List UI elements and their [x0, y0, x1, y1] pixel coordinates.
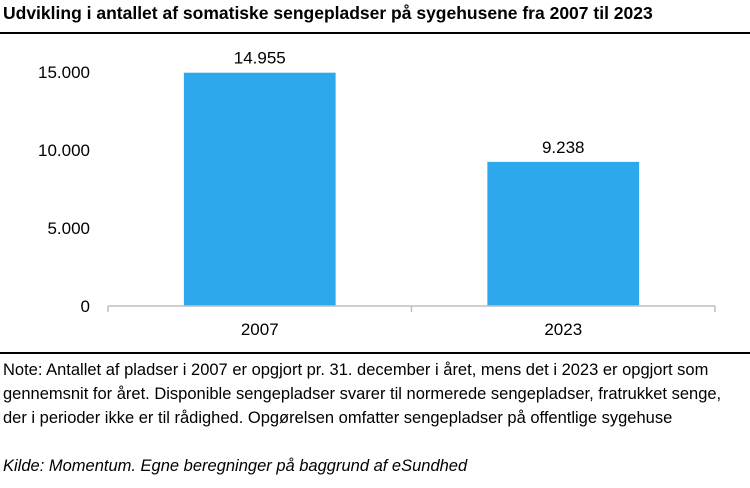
x-tick-label: 2007 — [241, 320, 279, 339]
y-tick-label: 5.000 — [47, 219, 90, 238]
y-tick-label: 15.000 — [38, 63, 90, 82]
bottom-rule — [0, 352, 750, 354]
y-tick-label: 10.000 — [38, 141, 90, 160]
chart-source: Kilde: Momentum. Egne beregninger på bag… — [3, 457, 468, 475]
bar — [487, 161, 640, 306]
y-tick-label: 0 — [81, 297, 90, 316]
data-label: 9.238 — [542, 138, 585, 157]
bar-chart: 0 5.000 10.000 15.000 14.955 2007 9.238 2023 — [38, 49, 716, 339]
data-label: 14.955 — [234, 49, 286, 68]
chart-title: Udvikling i antallet af somatiske sengep… — [3, 3, 653, 23]
bar — [183, 72, 336, 306]
top-rule — [0, 32, 750, 34]
chart-note: Note: Antallet af pladser i 2007 er opgj… — [3, 361, 722, 427]
x-tick-label: 2023 — [544, 320, 582, 339]
